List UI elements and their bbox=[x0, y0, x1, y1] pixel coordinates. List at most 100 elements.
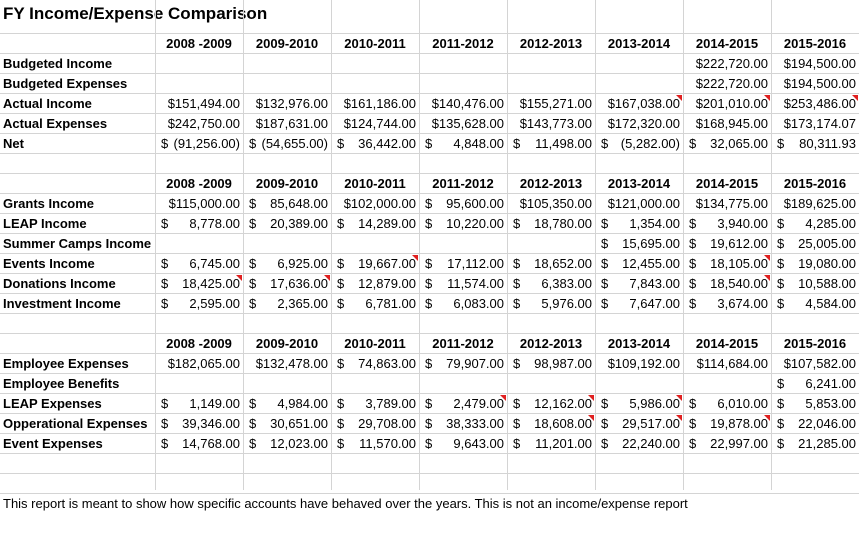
value-cell[interactable]: $182,065.00 bbox=[155, 354, 243, 374]
value-cell[interactable] bbox=[243, 374, 331, 394]
value-cell[interactable]: $25,005.00 bbox=[771, 234, 859, 254]
row-label[interactable]: Employee Expenses bbox=[3, 356, 129, 371]
year-header-section2[interactable]: 2012-2013 bbox=[519, 176, 583, 191]
value-cell[interactable]: $1,354.00 bbox=[595, 214, 683, 234]
year-header-section1[interactable]: 2010-2011 bbox=[344, 36, 406, 51]
comment-marker[interactable] bbox=[324, 275, 330, 281]
value-cell[interactable]: $18,540.00 bbox=[683, 274, 771, 294]
value-cell[interactable]: $194,500.00 bbox=[771, 54, 859, 74]
row-label[interactable]: Net bbox=[3, 136, 24, 151]
value-cell[interactable] bbox=[507, 374, 595, 394]
value-cell[interactable]: $30,651.00 bbox=[243, 414, 331, 434]
year-header-section1[interactable]: 2012-2013 bbox=[519, 36, 583, 51]
value-cell[interactable]: $222,720.00 bbox=[683, 54, 771, 74]
year-header-section2[interactable]: 2008 -2009 bbox=[166, 176, 232, 191]
value-cell[interactable]: $17,636.00 bbox=[243, 274, 331, 294]
comment-marker[interactable] bbox=[676, 415, 682, 421]
value-cell[interactable]: $10,220.00 bbox=[419, 214, 507, 234]
comment-marker[interactable] bbox=[764, 255, 770, 261]
value-cell[interactable]: $173,174.07 bbox=[771, 114, 859, 134]
value-cell[interactable]: $6,745.00 bbox=[155, 254, 243, 274]
row-label[interactable]: Summer Camps Income bbox=[3, 236, 152, 251]
value-cell[interactable]: $6,010.00 bbox=[683, 394, 771, 414]
value-cell[interactable]: $5,853.00 bbox=[771, 394, 859, 414]
value-cell[interactable] bbox=[595, 54, 683, 74]
value-cell[interactable]: $242,750.00 bbox=[155, 114, 243, 134]
value-cell[interactable]: $22,997.00 bbox=[683, 434, 771, 454]
value-cell[interactable]: $22,046.00 bbox=[771, 414, 859, 434]
value-cell[interactable]: $194,500.00 bbox=[771, 74, 859, 94]
row-label[interactable]: Donations Income bbox=[3, 276, 116, 291]
value-cell[interactable] bbox=[595, 74, 683, 94]
year-header-section3[interactable]: 2015-2016 bbox=[783, 336, 847, 351]
year-header-section2[interactable]: 2011-2012 bbox=[432, 176, 494, 191]
value-cell[interactable]: $29,708.00 bbox=[331, 414, 419, 434]
year-header-section1[interactable]: 2008 -2009 bbox=[166, 36, 232, 51]
value-cell[interactable] bbox=[155, 54, 243, 74]
value-cell[interactable]: $18,652.00 bbox=[507, 254, 595, 274]
year-header-section3[interactable]: 2008 -2009 bbox=[166, 336, 232, 351]
value-cell[interactable] bbox=[419, 54, 507, 74]
value-cell[interactable]: $105,350.00 bbox=[507, 194, 595, 214]
year-header-section1[interactable]: 2015-2016 bbox=[783, 36, 847, 51]
value-cell[interactable]: $12,455.00 bbox=[595, 254, 683, 274]
year-header-section3[interactable]: 2014-2015 bbox=[695, 336, 759, 351]
value-cell[interactable]: $80,311.93 bbox=[771, 134, 859, 154]
value-cell[interactable]: $17,112.00 bbox=[419, 254, 507, 274]
value-cell[interactable] bbox=[683, 374, 771, 394]
comment-marker[interactable] bbox=[852, 95, 858, 101]
value-cell[interactable]: $11,498.00 bbox=[507, 134, 595, 154]
value-cell[interactable] bbox=[243, 74, 331, 94]
value-cell[interactable]: $2,365.00 bbox=[243, 294, 331, 314]
report-note[interactable]: This report is meant to show how specifi… bbox=[3, 496, 688, 511]
row-label[interactable]: Budgeted Expenses bbox=[3, 76, 128, 91]
value-cell[interactable]: $9,643.00 bbox=[419, 434, 507, 454]
value-cell[interactable]: $161,186.00 bbox=[331, 94, 419, 114]
year-header-section2[interactable]: 2009-2010 bbox=[255, 176, 319, 191]
value-cell[interactable]: $155,271.00 bbox=[507, 94, 595, 114]
value-cell[interactable] bbox=[155, 234, 243, 254]
year-header-section2[interactable]: 2014-2015 bbox=[695, 176, 759, 191]
value-cell[interactable]: $7,647.00 bbox=[595, 294, 683, 314]
value-cell[interactable]: $6,083.00 bbox=[419, 294, 507, 314]
value-cell[interactable]: $18,780.00 bbox=[507, 214, 595, 234]
row-label[interactable]: Budgeted Income bbox=[3, 56, 113, 71]
value-cell[interactable] bbox=[155, 74, 243, 94]
year-header-section3[interactable]: 2009-2010 bbox=[255, 336, 319, 351]
value-cell[interactable]: $79,907.00 bbox=[419, 354, 507, 374]
value-cell[interactable]: $6,241.00 bbox=[771, 374, 859, 394]
value-cell[interactable]: $11,570.00 bbox=[331, 434, 419, 454]
value-cell[interactable]: $107,582.00 bbox=[771, 354, 859, 374]
value-cell[interactable]: $22,240.00 bbox=[595, 434, 683, 454]
row-label[interactable]: Actual Income bbox=[3, 96, 92, 111]
row-label[interactable]: Event Expenses bbox=[3, 436, 103, 451]
value-cell[interactable] bbox=[331, 54, 419, 74]
value-cell[interactable]: $134,775.00 bbox=[683, 194, 771, 214]
value-cell[interactable]: $132,976.00 bbox=[243, 94, 331, 114]
value-cell[interactable]: $21,285.00 bbox=[771, 434, 859, 454]
value-cell[interactable]: $32,065.00 bbox=[683, 134, 771, 154]
value-cell[interactable]: $168,945.00 bbox=[683, 114, 771, 134]
value-cell[interactable]: $135,628.00 bbox=[419, 114, 507, 134]
comment-marker[interactable] bbox=[764, 415, 770, 421]
value-cell[interactable]: $18,105.00 bbox=[683, 254, 771, 274]
value-cell[interactable]: $85,648.00 bbox=[243, 194, 331, 214]
value-cell[interactable] bbox=[155, 374, 243, 394]
value-cell[interactable]: $39,346.00 bbox=[155, 414, 243, 434]
value-cell[interactable]: $109,192.00 bbox=[595, 354, 683, 374]
value-cell[interactable]: $132,478.00 bbox=[243, 354, 331, 374]
value-cell[interactable]: $12,879.00 bbox=[331, 274, 419, 294]
year-header-section3[interactable]: 2011-2012 bbox=[432, 336, 494, 351]
row-label[interactable]: Actual Expenses bbox=[3, 116, 108, 131]
value-cell[interactable]: $4,584.00 bbox=[771, 294, 859, 314]
value-cell[interactable]: $114,684.00 bbox=[683, 354, 771, 374]
value-cell[interactable]: $4,285.00 bbox=[771, 214, 859, 234]
value-cell[interactable]: $115,000.00 bbox=[155, 194, 243, 214]
value-cell[interactable]: $143,773.00 bbox=[507, 114, 595, 134]
value-cell[interactable]: $172,320.00 bbox=[595, 114, 683, 134]
value-cell[interactable]: $4,848.00 bbox=[419, 134, 507, 154]
value-cell[interactable]: $15,695.00 bbox=[595, 234, 683, 254]
row-label[interactable]: Employee Benefits bbox=[3, 376, 120, 391]
comment-marker[interactable] bbox=[676, 395, 682, 401]
comment-marker[interactable] bbox=[588, 415, 594, 421]
